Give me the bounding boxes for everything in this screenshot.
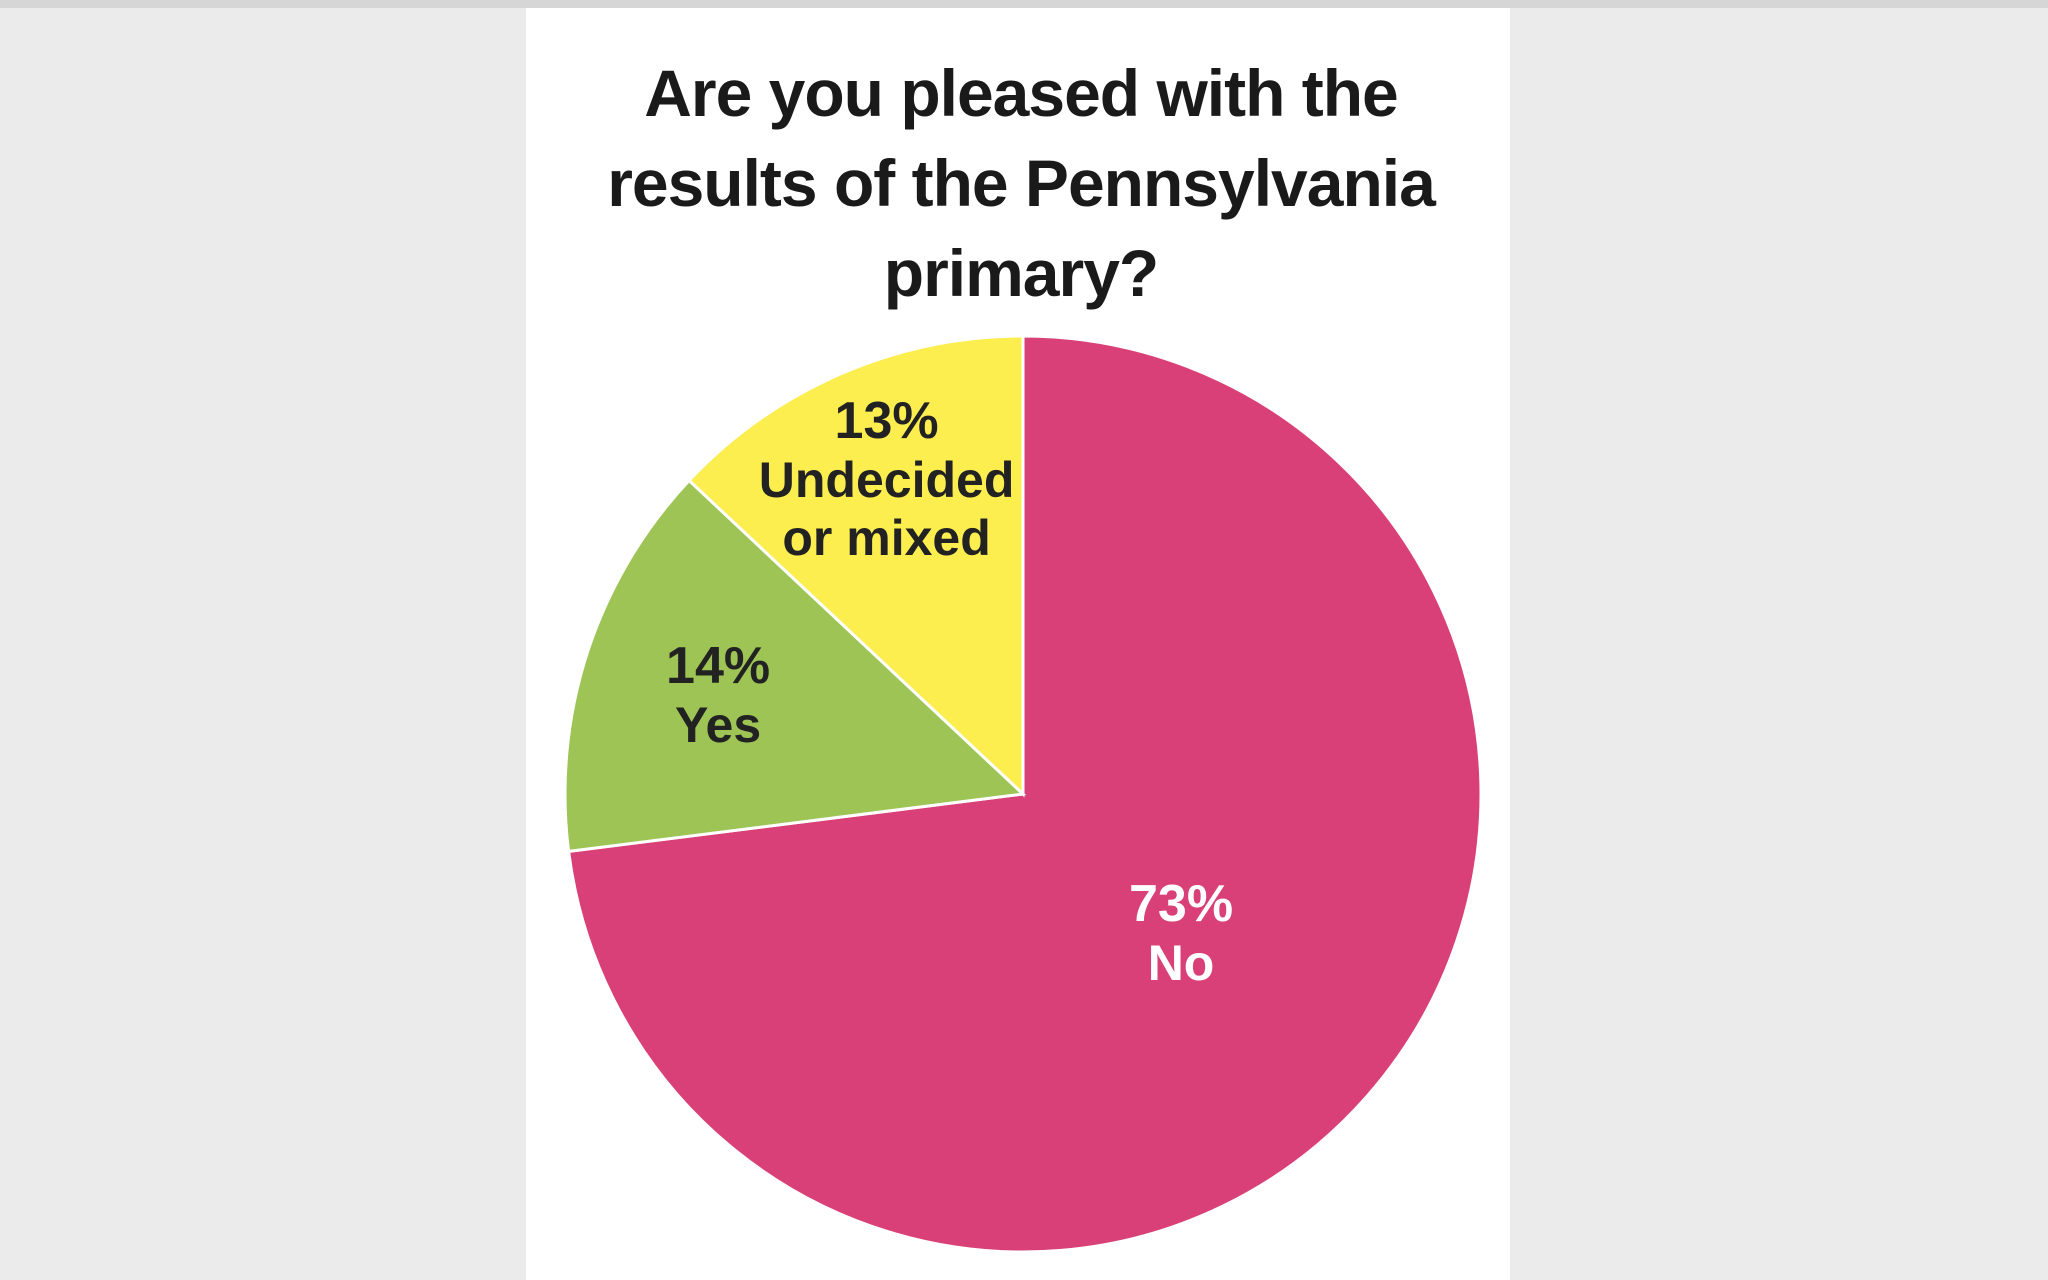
slice-label: 73% No xyxy=(1051,874,1311,992)
category-label: Undecided or mixed xyxy=(758,451,1015,566)
value-label: 14% xyxy=(666,636,771,695)
pie-slice xyxy=(563,478,1027,854)
category-label: No xyxy=(1147,935,1215,992)
value-label: 73% xyxy=(1128,875,1234,934)
slice-label: 13% Undecided or mixed xyxy=(757,391,1017,567)
value-label: 13% xyxy=(834,391,939,450)
pie-slice xyxy=(687,334,1025,798)
category-label: Yes xyxy=(674,696,762,753)
window-bar xyxy=(0,0,2048,8)
chart-title: Are you pleased with the results of the … xyxy=(607,56,1436,310)
slice-label: 14% Yes xyxy=(588,636,848,754)
